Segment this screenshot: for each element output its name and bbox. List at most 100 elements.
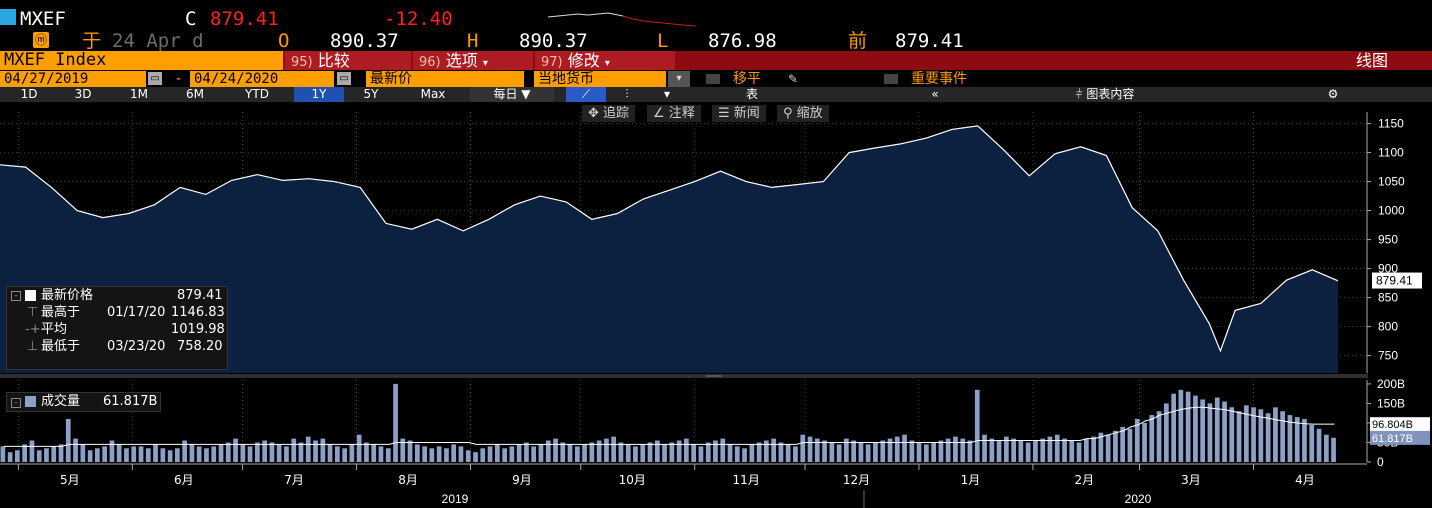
volume-bar — [153, 444, 158, 462]
table-button[interactable]: 表 — [745, 87, 758, 101]
view-label[interactable]: 线图 — [1356, 51, 1389, 70]
volume-bar — [451, 444, 456, 462]
volume-bar — [647, 442, 653, 462]
options-button[interactable]: 96) 选项 ▾ — [413, 51, 533, 70]
alert-icon[interactable]: ⓜ — [33, 32, 49, 48]
volume-bar — [189, 444, 195, 462]
open-value: 890.37 — [330, 30, 399, 52]
current-price-label: 879.41 — [1376, 274, 1413, 288]
price-legend: – 最新价格 879.41 ⊤ 最高于 01/17/20 1146.83 -+-… — [6, 286, 228, 370]
x-axis-month-label: 9月 — [512, 473, 532, 487]
bar-type-icon[interactable]: ⫶ — [625, 87, 629, 101]
volume-bar — [1025, 442, 1031, 462]
calendar-icon[interactable]: ▭ — [148, 72, 162, 85]
volume-bar — [1287, 415, 1293, 462]
volume-bar — [516, 444, 522, 462]
volume-bar — [1280, 411, 1285, 462]
volume-bar — [80, 444, 86, 462]
collapse-icon[interactable]: – — [11, 291, 21, 301]
volume-bar — [240, 444, 246, 462]
chevron-down-icon[interactable]: ▾ — [668, 71, 690, 87]
pencil-icon[interactable]: ✎ — [788, 72, 799, 86]
collapse-button[interactable]: « — [931, 87, 939, 101]
open-label: O — [278, 30, 290, 52]
security-input[interactable]: MXEF Index — [0, 51, 283, 70]
volume-bar — [756, 442, 762, 462]
as-of-date: 24 Apr d — [112, 30, 204, 52]
volume-bar — [662, 444, 667, 462]
volume-bar — [669, 442, 675, 462]
period-1m[interactable]: 1M — [130, 87, 148, 101]
sparkline-line-white — [548, 12, 624, 18]
volume-bar — [865, 444, 871, 462]
frequency-select[interactable]: 每日 ▼ — [470, 87, 554, 102]
high-marker-icon: ⊤ — [27, 305, 39, 320]
news-label: 新闻 — [733, 106, 760, 121]
volume-bar — [829, 442, 835, 462]
gear-icon[interactable]: ⚙ — [1327, 87, 1339, 101]
period-max[interactable]: Max — [420, 87, 446, 101]
volume-bar — [415, 444, 420, 462]
year-label-2020: 2020 — [1125, 492, 1152, 506]
period-3d[interactable]: 3D — [74, 87, 92, 101]
volume-bar — [1054, 434, 1060, 462]
end-date-input[interactable]: 04/24/2020 — [190, 71, 334, 87]
annotate-button[interactable]: ∠ 注释 — [647, 105, 701, 122]
track-button[interactable]: ✥ 追踪 — [582, 105, 636, 122]
x-axis-month-label: 5月 — [60, 473, 80, 487]
volume-bar — [1120, 426, 1125, 462]
volume-current-label: 61.817B — [1372, 433, 1413, 445]
period-1d[interactable]: 1D — [20, 87, 38, 101]
last-price: 879.41 — [210, 8, 279, 30]
chart-content-button[interactable]: ⫩ 图表内容 — [1040, 87, 1170, 102]
volume-bar — [836, 444, 842, 462]
period-ytd[interactable]: YTD — [245, 87, 269, 101]
low-value: 876.98 — [708, 30, 777, 52]
period-6m[interactable]: 6M — [186, 87, 204, 101]
currency-select[interactable]: 当地货币 — [534, 71, 666, 87]
field-select[interactable]: 最新价 — [366, 71, 524, 87]
price-axis-label: 750 — [1378, 349, 1398, 363]
start-date-input[interactable]: 04/27/2019 — [0, 71, 146, 87]
volume-bar — [611, 436, 616, 462]
price-axis-label: 1000 — [1378, 204, 1405, 218]
volume-bar — [531, 446, 536, 462]
calendar-icon[interactable]: ▭ — [337, 72, 351, 85]
news-button[interactable]: ☰ 新闻 — [712, 105, 766, 122]
price-volume-chart[interactable]: 7508008509009501000105011001150879.41050… — [0, 102, 1432, 508]
volume-bar — [764, 440, 769, 462]
period-5y[interactable]: 5Y — [363, 87, 379, 101]
ticker-color-swatch — [0, 9, 16, 25]
compare-label: 比较 — [317, 51, 350, 70]
high-value: 1146.83 — [171, 305, 225, 320]
price-axis-label: 800 — [1378, 320, 1398, 334]
volume-current-tag — [1370, 430, 1430, 445]
edit-num: 97) — [541, 55, 563, 70]
period-1y[interactable]: 1Y — [294, 87, 344, 102]
volume-bar — [1251, 407, 1256, 462]
volume-bar — [778, 442, 784, 462]
compare-button[interactable]: 95) 比较 — [285, 51, 411, 70]
prev-label: 前 — [848, 30, 868, 52]
volume-bar — [87, 450, 93, 462]
chevron-down-icon[interactable]: ▾ — [663, 87, 671, 101]
edit-button[interactable]: 97) 修改 ▾ — [535, 51, 675, 70]
average-label: 平均 — [41, 322, 68, 337]
zoom-button[interactable]: ⚲ 缩放 — [777, 105, 829, 122]
volume-bar — [15, 450, 20, 462]
line-chart-icon[interactable]: ⟋ — [566, 87, 606, 102]
magnifier-icon: ⚲ — [783, 106, 793, 121]
x-axis-month-label: 6月 — [174, 473, 194, 487]
volume-bar — [1076, 442, 1082, 462]
close-label: C — [185, 8, 197, 30]
checkbox-events[interactable] — [884, 74, 898, 84]
volume-bar — [218, 444, 224, 462]
price-line — [0, 125, 1339, 353]
chart-icon: ⫩ — [1075, 87, 1083, 101]
checkbox-move-avg[interactable] — [706, 74, 720, 84]
volume-bar — [429, 448, 435, 462]
volume-bar — [916, 442, 922, 462]
collapse-icon[interactable]: – — [11, 398, 21, 408]
volume-bar — [967, 440, 973, 462]
volume-bar — [1040, 438, 1046, 462]
